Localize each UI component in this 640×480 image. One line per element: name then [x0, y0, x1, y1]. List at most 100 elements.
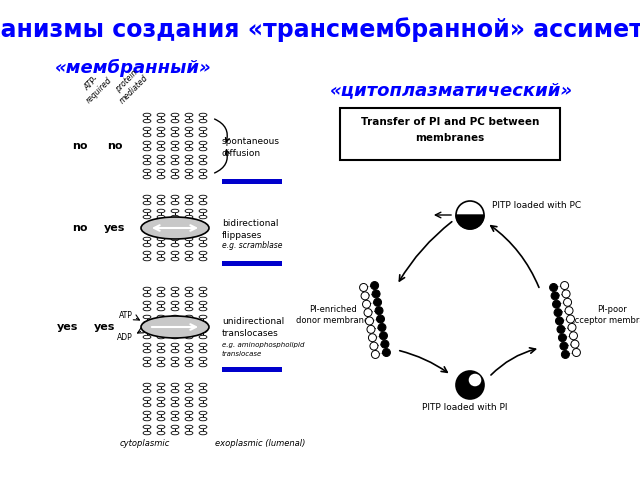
- Ellipse shape: [143, 215, 151, 219]
- Ellipse shape: [185, 215, 193, 219]
- Ellipse shape: [185, 119, 193, 123]
- Ellipse shape: [143, 251, 151, 255]
- Ellipse shape: [171, 229, 179, 233]
- Bar: [340, 108, 560, 160]
- Text: bidirectional: bidirectional: [222, 218, 278, 228]
- Text: yes: yes: [58, 322, 79, 332]
- Ellipse shape: [143, 257, 151, 261]
- Ellipse shape: [157, 389, 165, 393]
- Ellipse shape: [143, 113, 151, 117]
- Ellipse shape: [171, 243, 179, 247]
- Ellipse shape: [143, 397, 151, 401]
- Ellipse shape: [171, 257, 179, 261]
- Ellipse shape: [157, 397, 165, 401]
- Ellipse shape: [185, 307, 193, 311]
- Ellipse shape: [171, 209, 179, 213]
- Ellipse shape: [171, 127, 179, 131]
- Text: PITP loaded with PC: PITP loaded with PC: [492, 201, 581, 209]
- Ellipse shape: [157, 293, 165, 297]
- Circle shape: [566, 315, 575, 323]
- Text: no: no: [72, 223, 88, 233]
- Ellipse shape: [199, 301, 207, 305]
- Ellipse shape: [157, 229, 165, 233]
- Ellipse shape: [157, 301, 165, 305]
- Text: no: no: [108, 141, 123, 151]
- Ellipse shape: [143, 169, 151, 173]
- Ellipse shape: [171, 141, 179, 145]
- Ellipse shape: [185, 432, 193, 435]
- Ellipse shape: [143, 432, 151, 435]
- Ellipse shape: [171, 357, 179, 361]
- Ellipse shape: [171, 349, 179, 353]
- Ellipse shape: [171, 307, 179, 311]
- Ellipse shape: [141, 316, 209, 338]
- Ellipse shape: [143, 161, 151, 165]
- Ellipse shape: [143, 195, 151, 199]
- Ellipse shape: [143, 127, 151, 131]
- Circle shape: [564, 298, 572, 306]
- Ellipse shape: [171, 343, 179, 347]
- Bar: [222, 261, 282, 266]
- Ellipse shape: [199, 133, 207, 137]
- Ellipse shape: [171, 389, 179, 393]
- Text: PITP loaded with PI: PITP loaded with PI: [422, 403, 508, 411]
- Ellipse shape: [199, 329, 207, 333]
- Ellipse shape: [185, 411, 193, 415]
- Circle shape: [568, 324, 576, 331]
- Text: «цитоплазматический»: «цитоплазматический»: [330, 81, 573, 99]
- Ellipse shape: [157, 243, 165, 247]
- FancyArrowPatch shape: [214, 119, 229, 142]
- Ellipse shape: [185, 301, 193, 305]
- Ellipse shape: [199, 201, 207, 205]
- Ellipse shape: [157, 169, 165, 173]
- Ellipse shape: [199, 237, 207, 241]
- Ellipse shape: [199, 223, 207, 227]
- Ellipse shape: [199, 389, 207, 393]
- Ellipse shape: [185, 175, 193, 179]
- Ellipse shape: [185, 293, 193, 297]
- Circle shape: [364, 309, 372, 317]
- Ellipse shape: [171, 425, 179, 429]
- Text: yes: yes: [94, 322, 116, 332]
- Ellipse shape: [157, 175, 165, 179]
- Ellipse shape: [143, 293, 151, 297]
- Ellipse shape: [157, 307, 165, 311]
- Ellipse shape: [185, 243, 193, 247]
- Ellipse shape: [185, 357, 193, 361]
- Text: cytoplasmic: cytoplasmic: [120, 440, 170, 448]
- Wedge shape: [456, 215, 484, 229]
- Ellipse shape: [185, 169, 193, 173]
- Ellipse shape: [171, 417, 179, 421]
- Ellipse shape: [143, 363, 151, 367]
- Text: «мембранный»: «мембранный»: [55, 59, 212, 77]
- Ellipse shape: [199, 195, 207, 199]
- Ellipse shape: [199, 315, 207, 319]
- Circle shape: [565, 307, 573, 315]
- Ellipse shape: [185, 383, 193, 387]
- Circle shape: [456, 371, 484, 399]
- Circle shape: [560, 342, 568, 350]
- Ellipse shape: [185, 237, 193, 241]
- Ellipse shape: [171, 287, 179, 291]
- Ellipse shape: [157, 161, 165, 165]
- Ellipse shape: [143, 147, 151, 151]
- Circle shape: [376, 315, 385, 323]
- Ellipse shape: [199, 175, 207, 179]
- Ellipse shape: [157, 209, 165, 213]
- Ellipse shape: [143, 201, 151, 205]
- Ellipse shape: [171, 237, 179, 241]
- Ellipse shape: [157, 113, 165, 117]
- Ellipse shape: [171, 201, 179, 205]
- Ellipse shape: [171, 155, 179, 159]
- Bar: [222, 179, 282, 184]
- Text: yes: yes: [104, 223, 125, 233]
- Ellipse shape: [185, 363, 193, 367]
- Text: e.g. aminophospholipid: e.g. aminophospholipid: [222, 342, 305, 348]
- Ellipse shape: [199, 161, 207, 165]
- Circle shape: [380, 332, 387, 340]
- Ellipse shape: [143, 417, 151, 421]
- Ellipse shape: [143, 389, 151, 393]
- Circle shape: [372, 290, 380, 298]
- Circle shape: [468, 374, 481, 386]
- Ellipse shape: [171, 403, 179, 407]
